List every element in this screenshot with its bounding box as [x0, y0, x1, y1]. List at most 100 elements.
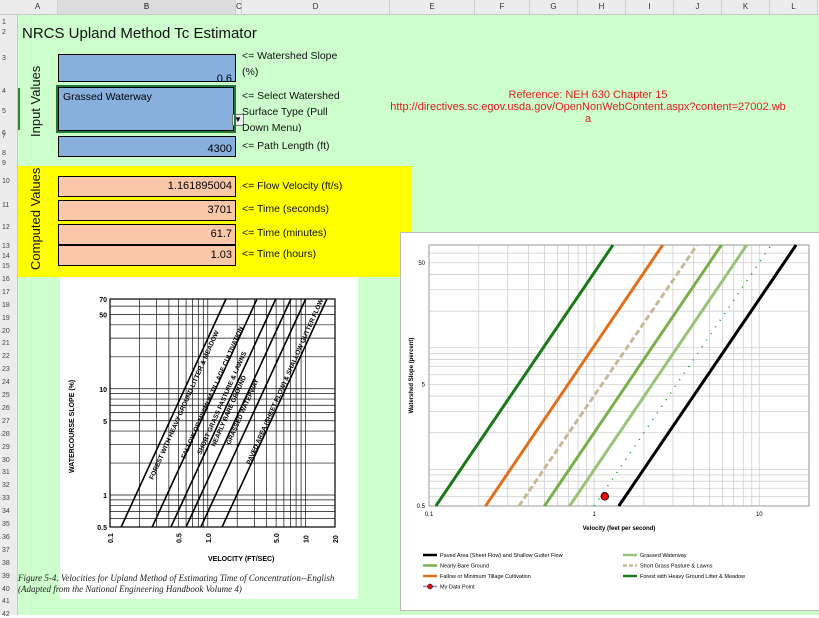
row-header-11[interactable]: 11 — [2, 202, 10, 209]
row-header-39[interactable]: 39 — [2, 572, 10, 580]
figure-caption-line1: Figure 5-4. Velocities for Upland Method… — [18, 573, 335, 583]
row-header-1[interactable]: 1 — [2, 19, 6, 26]
neh-xtick: 20 — [333, 535, 340, 543]
row-header-8[interactable]: 8 — [2, 150, 6, 157]
row-header-41[interactable]: 41 — [2, 598, 10, 606]
neh-grid — [109, 298, 336, 528]
time-seconds-cell[interactable]: 3701 — [58, 200, 236, 221]
computed-values-band: Computed Values 1.161895004 <= Flow Velo… — [18, 166, 411, 277]
row-header-38[interactable]: 38 — [2, 559, 10, 567]
column-header-k[interactable]: K — [722, 0, 770, 14]
row-header-7[interactable]: 7 — [2, 133, 6, 140]
column-header-i[interactable]: I — [626, 0, 674, 14]
surface-label-line3: Down Menu) — [242, 122, 302, 132]
watershed-slope-input[interactable]: 0.6 — [58, 54, 236, 85]
legend-label: Nearly Bare Ground — [440, 564, 489, 570]
row-header-29[interactable]: 29 — [2, 443, 10, 451]
chart-xtick: 1 — [592, 512, 596, 518]
row-header-17[interactable]: 17 — [2, 288, 10, 296]
chart-gridlines — [428, 244, 810, 507]
velocity-chart[interactable]: 0.1 1 10 0.5 5 50 Velocity (feet per second) Wa… — [400, 232, 819, 611]
column-header-l[interactable]: L — [770, 0, 818, 14]
neh-xtick: 0.5 — [176, 533, 183, 543]
neh-figure-svg: FOREST WITH HEAVY GROUND LITTER & MEADOW… — [60, 277, 358, 599]
input-values-label: Input Values — [28, 65, 43, 137]
row-header-37[interactable]: 37 — [2, 546, 10, 554]
surface-type-select[interactable]: Grassed Waterway — [58, 87, 234, 131]
flow-velocity-label: <= Flow Velocity (ft/s) — [242, 180, 343, 192]
row-header-31[interactable]: 31 — [2, 469, 10, 477]
chart-series-line — [434, 244, 615, 507]
row-header-23[interactable]: 23 — [2, 366, 10, 374]
chart-series-line — [517, 244, 699, 507]
surface-type-value: Grassed Waterway — [63, 91, 152, 103]
chart-xlabel: Velocity (feet per second) — [583, 526, 656, 532]
row-header-10[interactable]: 10 — [2, 178, 10, 185]
row-group-marker — [18, 88, 20, 130]
time-minutes-label: <= Time (minutes) — [242, 227, 327, 239]
watershed-slope-value: 0.6 — [216, 73, 232, 85]
time-minutes-cell[interactable]: 61.7 — [58, 224, 236, 245]
row-header-4[interactable]: 4 — [2, 88, 6, 95]
chart-ytick: 50 — [418, 261, 425, 267]
reference-line3: a — [584, 113, 592, 125]
row-header-9[interactable]: 9 — [2, 160, 6, 167]
neh-ytick: 5 — [103, 419, 107, 426]
page-title: NRCS Upland Method Tc Estimator — [22, 25, 257, 42]
row-header-25[interactable]: 25 — [2, 392, 10, 399]
column-header-g[interactable]: G — [530, 0, 578, 14]
legend-label: Forest with Heavy Ground Litter & Meadow — [640, 574, 745, 580]
row-header-35[interactable]: 35 — [2, 521, 10, 528]
row-header-33[interactable]: 33 — [2, 495, 10, 503]
neh-xtick: 10 — [304, 535, 311, 543]
row-header-5[interactable]: 5 — [2, 108, 6, 115]
row-header-20[interactable]: 20 — [2, 327, 10, 335]
row-header-15[interactable]: 15 — [2, 263, 10, 270]
column-header-e[interactable]: E — [390, 0, 475, 14]
neh-xtick: 0.1 — [108, 533, 115, 543]
row-header-36[interactable]: 36 — [2, 533, 10, 541]
column-header-a[interactable]: A — [18, 0, 58, 14]
row-header-32[interactable]: 32 — [2, 482, 10, 490]
column-header-c[interactable]: C — [236, 0, 242, 14]
worksheet[interactable]: NRCS Upland Method Tc Estimator Input Va… — [18, 15, 819, 615]
computed-values-label: Computed Values — [28, 167, 43, 270]
legend-label: My Data Point — [440, 585, 475, 591]
column-header-j[interactable]: J — [674, 0, 722, 14]
row-header-40[interactable]: 40 — [2, 585, 10, 593]
legend-label: Paved Area (Sheet Flow) and Shallow Gutt… — [440, 553, 563, 559]
path-length-input[interactable]: 4300 — [58, 136, 236, 157]
neh-xtick: 1.0 — [206, 533, 213, 543]
row-header-3[interactable]: 3 — [2, 55, 6, 62]
legend-label: Grassed Waterway — [640, 553, 687, 559]
row-header-18[interactable]: 18 — [2, 301, 10, 309]
row-header-27[interactable]: 27 — [2, 417, 10, 425]
row-header-34[interactable]: 34 — [2, 508, 10, 516]
neh-figure-image: FOREST WITH HEAVY GROUND LITTER & MEADOW… — [60, 277, 358, 599]
row-header-2[interactable]: 2 — [2, 29, 6, 36]
time-hours-cell[interactable]: 1.03 — [58, 245, 236, 266]
row-header-21[interactable]: 21 — [2, 340, 10, 348]
row-header-22[interactable]: 22 — [2, 353, 10, 361]
row-header-24[interactable]: 24 — [2, 379, 10, 387]
row-header-bar: 1 2 3 4 5 6 7 8 9 10 11 12 13 14 15 16 17 18 19 20 21 22 23 24 2… — [0, 15, 18, 618]
flow-velocity-cell[interactable]: 1.161895004 — [58, 176, 236, 197]
chart-my-data-point[interactable] — [600, 492, 609, 501]
row-header-26[interactable]: 26 — [2, 404, 10, 412]
row-header-14[interactable]: 14 — [2, 253, 10, 260]
legend-label: Fallow or Minimum Tillage Cultivation — [440, 574, 531, 580]
column-header-d[interactable]: D — [242, 0, 390, 14]
row-header-16[interactable]: 16 — [2, 275, 10, 283]
chart-series-line — [617, 244, 798, 507]
row-header-28[interactable]: 28 — [2, 430, 10, 438]
chart-series-line — [568, 244, 749, 507]
column-header-f[interactable]: F — [475, 0, 530, 14]
column-header-b[interactable]: B — [58, 0, 236, 14]
row-header-12[interactable]: 12 — [2, 224, 10, 231]
row-header-6[interactable]: 6 — [2, 130, 6, 137]
row-header-30[interactable]: 30 — [2, 456, 10, 464]
row-header-19[interactable]: 19 — [2, 314, 10, 322]
reference-link[interactable]: http://directives.sc.egov.usda.gov/OpenN… — [390, 101, 786, 113]
column-header-h[interactable]: H — [578, 0, 626, 14]
row-header-13[interactable]: 13 — [2, 243, 10, 250]
